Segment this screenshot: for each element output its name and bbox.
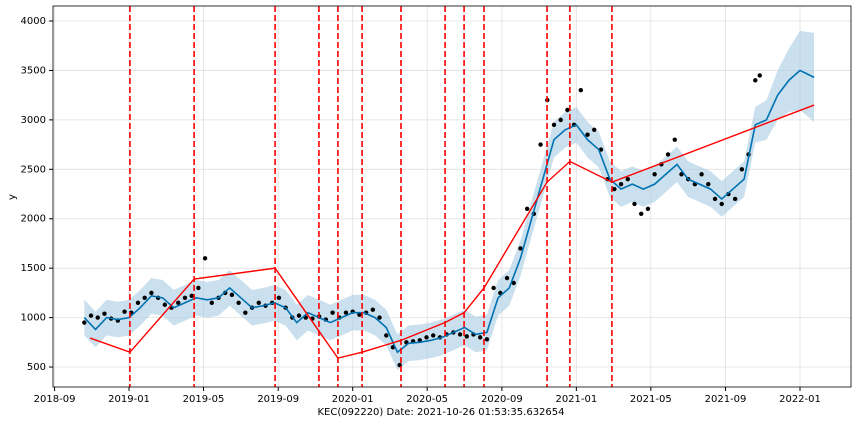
x-tick-label: 2018-09 xyxy=(34,394,76,405)
observation-point xyxy=(632,201,637,207)
observation-point xyxy=(95,315,100,320)
observation-point xyxy=(712,196,718,202)
plot-frame xyxy=(52,5,852,388)
observation-point xyxy=(82,320,87,325)
observation-point xyxy=(672,137,677,142)
x-tick-label: 2021-09 xyxy=(705,394,747,405)
observation-point xyxy=(518,246,523,251)
observation-point xyxy=(236,300,241,305)
observation-point xyxy=(142,295,147,301)
observation-point xyxy=(88,313,94,318)
observation-point xyxy=(645,206,651,212)
observation-point xyxy=(135,300,141,305)
observation-point xyxy=(330,310,335,315)
observation-point xyxy=(162,302,168,307)
observation-point xyxy=(196,285,201,291)
plot-area xyxy=(82,6,815,387)
x-tick-label: 2020-01 xyxy=(332,394,374,405)
observation-point xyxy=(457,332,463,337)
observation-point xyxy=(491,285,496,291)
x-tick-label: 2020-09 xyxy=(481,394,523,405)
y-tick-label: 4000 xyxy=(21,16,46,27)
x-tick-label: 2021-01 xyxy=(555,394,597,405)
observation-point xyxy=(551,122,557,128)
y-tick-label: 1500 xyxy=(21,263,46,274)
observation-point xyxy=(256,300,261,305)
x-tick-label: 2019-09 xyxy=(257,394,299,405)
observation-point xyxy=(739,167,745,172)
observation-point xyxy=(243,310,248,315)
x-tick-label: 2019-01 xyxy=(108,394,150,405)
observation-point xyxy=(296,313,302,318)
x-tick-label: 2019-05 xyxy=(183,394,225,405)
observation-point xyxy=(699,172,704,177)
observation-point xyxy=(706,181,711,187)
observation-point xyxy=(538,142,543,147)
observation-point xyxy=(585,132,590,137)
observation-point xyxy=(424,335,429,340)
observation-point xyxy=(565,107,570,113)
y-tick-label: 1000 xyxy=(21,313,46,324)
x-tick-label: 2020-05 xyxy=(406,394,448,405)
observation-point xyxy=(578,88,584,93)
observation-point xyxy=(357,312,362,317)
observation-point xyxy=(558,117,563,123)
observation-point xyxy=(276,295,282,301)
y-tick-label: 3000 xyxy=(21,115,46,126)
x-tick-label: 2022-01 xyxy=(779,394,821,405)
observation-point xyxy=(511,280,516,286)
observation-point xyxy=(431,333,436,338)
observation-point xyxy=(732,196,738,202)
observation-point xyxy=(149,290,154,296)
x-axis-label: KEC(092220) Date: 2021-10-26 01:53:35.63… xyxy=(317,407,564,418)
observation-point xyxy=(757,73,762,78)
forecast-line xyxy=(83,69,815,354)
observation-point xyxy=(639,211,644,217)
observation-point xyxy=(625,176,630,182)
observation-point xyxy=(484,337,490,342)
observation-point xyxy=(753,78,758,83)
observation-point xyxy=(182,295,188,301)
observation-point xyxy=(122,309,127,314)
observation-point xyxy=(102,311,107,316)
y-tick-label: 2000 xyxy=(21,214,46,225)
observation-point xyxy=(652,172,657,177)
observation-point xyxy=(209,300,214,305)
y-tick-label: 500 xyxy=(27,362,46,373)
observation-point xyxy=(464,334,469,339)
observation-point xyxy=(592,127,597,132)
observation-point xyxy=(504,275,510,281)
observation-point xyxy=(229,292,235,298)
x-tick-label: 2021-05 xyxy=(630,394,672,405)
y-tick-label: 3500 xyxy=(21,65,46,76)
y-axis-label: y xyxy=(7,194,18,200)
observation-point xyxy=(189,293,194,299)
observation-point xyxy=(176,300,181,305)
observation-point xyxy=(665,152,671,157)
observation-point xyxy=(384,333,389,338)
observation-point xyxy=(612,186,617,192)
observation-point xyxy=(343,310,349,315)
observation-point xyxy=(679,172,684,177)
observation-point xyxy=(370,307,376,312)
observation-point xyxy=(524,206,530,212)
observation-point xyxy=(618,181,624,187)
observation-point xyxy=(202,256,208,261)
observation-point xyxy=(477,335,483,340)
observation-point xyxy=(719,201,724,207)
observation-point xyxy=(377,315,382,320)
y-tick-label: 2500 xyxy=(21,164,46,175)
